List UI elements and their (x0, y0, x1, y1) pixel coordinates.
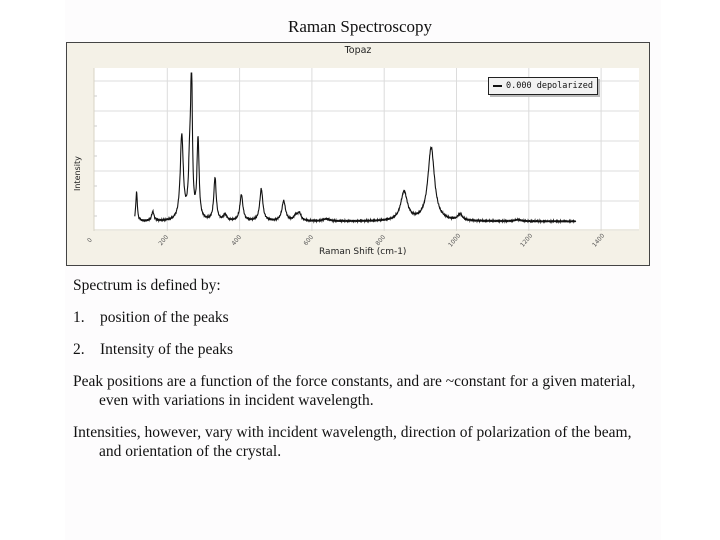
chart-title: Topaz (344, 45, 372, 56)
list-item: 2. Intensity of the peaks (73, 340, 653, 359)
plot-area (93, 68, 639, 231)
chart-frame: Topaz Intensity Raman Shift (cm-1) 0 200 4… (66, 42, 650, 266)
list-text: position of the peaks (100, 309, 229, 326)
paragraph-peak-positions: Peak positions are a function of the for… (73, 373, 636, 409)
x-axis-label: Raman Shift (cm-1) (319, 247, 407, 257)
list-text: Intensity of the peaks (100, 341, 234, 358)
paragraph-intensities: Intensities, however, vary with incident… (73, 424, 632, 460)
legend-entry: 0.000 depolarized (506, 81, 593, 91)
slide-body: Spectrum is defined by: 1. position of t… (73, 276, 653, 474)
list-number: 2. (73, 341, 85, 358)
intro-text: Spectrum is defined by: (73, 277, 221, 294)
list-item: 1. position of the peaks (73, 308, 653, 327)
list-number: 1. (73, 309, 85, 326)
legend: 0.000 depolarized (488, 77, 598, 95)
y-axis-label: Intensity (73, 156, 82, 191)
slide-title: Raman Spectroscopy (288, 17, 432, 36)
legend-line-swatch (493, 85, 502, 87)
